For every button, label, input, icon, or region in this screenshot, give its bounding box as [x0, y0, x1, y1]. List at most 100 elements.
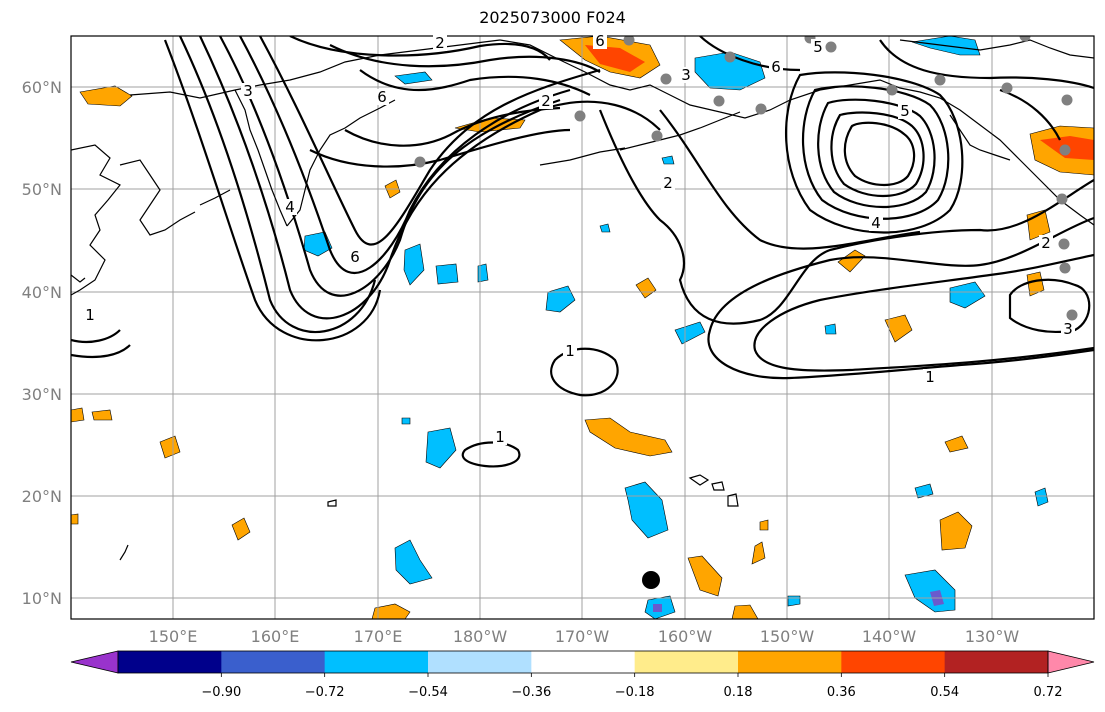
station-marker — [1056, 193, 1068, 205]
colorbar-segment — [531, 651, 636, 673]
colorbar-segment — [428, 651, 532, 673]
contour-label: 3 — [243, 82, 253, 100]
contour-label-bg — [563, 343, 577, 359]
longitude-label: 150°E — [149, 627, 198, 646]
contour-label: 3 — [681, 66, 691, 84]
colorbar-segment — [221, 651, 326, 673]
contour-label-bg — [83, 307, 97, 323]
longitude-label: 130°W — [965, 627, 1020, 646]
longitude-label: 150°W — [760, 627, 815, 646]
colorbar-tick-label: 0.18 — [724, 685, 753, 700]
colorbar-labels: −0.90 −0.72 −0.54 −0.36 −0.18 0.18 0.36 0.54 0.7… — [201, 673, 1063, 700]
station-marker — [651, 130, 663, 142]
colorbar-tick-label: 0.54 — [930, 685, 959, 700]
station-marker — [755, 103, 767, 115]
contour-label-bg — [348, 249, 362, 265]
colorbar-tick-label: 0.72 — [1034, 685, 1063, 700]
colorbar-max-extension — [1047, 650, 1095, 674]
station-marker — [623, 36, 635, 46]
colorbar — [70, 650, 1095, 674]
contour-lines — [71, 36, 1094, 468]
station-marker — [1061, 94, 1073, 106]
contour-label-bg — [661, 175, 675, 191]
map-title: 2025073000 F024 — [479, 8, 626, 27]
latitude-label: 10°N — [22, 589, 62, 608]
coastlines — [71, 39, 1094, 561]
longitude-label: 170°E — [354, 627, 403, 646]
contour-label-bg — [493, 429, 507, 445]
contour-label-bg — [1039, 235, 1053, 251]
contour-label-bg — [769, 59, 783, 75]
contour-label: 2 — [663, 174, 673, 192]
station-marker — [1058, 238, 1070, 250]
latitude-label: 30°N — [22, 385, 62, 404]
colorbar-min-extension — [70, 650, 119, 674]
longitude-label: 160°E — [251, 627, 300, 646]
contour-label: 1 — [565, 342, 575, 360]
colorbar-segment — [944, 651, 1049, 673]
contour-label-bg — [241, 83, 255, 99]
colorbar-tick-label: −0.54 — [408, 685, 448, 700]
longitude-label: 180°W — [453, 627, 508, 646]
contour-label: 1 — [495, 428, 505, 446]
station-marker — [1019, 36, 1031, 42]
contour-label: 5 — [813, 38, 823, 56]
latitude-label: 40°N — [22, 283, 62, 302]
station-marker — [1059, 144, 1071, 156]
contour-label-bg — [283, 199, 297, 215]
latitude-label: 60°N — [22, 78, 62, 97]
latitude-label: 20°N — [22, 487, 62, 506]
contour-label-bg — [923, 369, 937, 385]
contour-label: 3 — [1063, 320, 1073, 338]
station-marker — [574, 110, 586, 122]
contour-label-bg — [811, 39, 825, 55]
station-marker — [660, 73, 672, 85]
contour-label: 2 — [435, 34, 445, 52]
contour-label: 4 — [871, 214, 881, 232]
longitude-label: 160°W — [658, 627, 713, 646]
contour-label: 1 — [925, 368, 935, 386]
contour-label-bg — [679, 67, 693, 83]
contour-label: 6 — [377, 88, 387, 106]
colorbar-tick-label: −0.90 — [201, 685, 241, 700]
contour-label: 6 — [350, 248, 360, 266]
contour-label-bg — [539, 93, 553, 109]
colorbar-segment — [118, 651, 222, 673]
station-marker — [1001, 82, 1013, 94]
station-marker — [1066, 309, 1078, 321]
station-marker — [886, 84, 898, 96]
contour-label-bg — [375, 89, 389, 105]
map-area — [71, 36, 1094, 619]
longitude-label: 140°W — [862, 627, 917, 646]
station-marker — [713, 95, 725, 107]
colorbar-tick-label: −0.36 — [511, 685, 551, 700]
latitude-labels: 60°N 50°N 40°N 30°N 20°N 10°N — [22, 78, 62, 608]
map-frame — [70, 35, 1095, 620]
station-marker — [1059, 262, 1071, 274]
latitude-label: 50°N — [22, 180, 62, 199]
contour-label-bg — [1061, 321, 1075, 337]
colorbar-segment — [634, 651, 739, 673]
contour-labels: 2 6 2 6 3 6 3 5 4 6 2 4 1 1 1 1 3 2 5 — [83, 32, 1075, 446]
colorbar-segment — [738, 651, 842, 673]
colorbar-frame — [117, 650, 1049, 674]
contour-label: 2 — [1041, 234, 1051, 252]
colorbar-segment — [324, 651, 429, 673]
storm-center-marker — [642, 571, 660, 589]
contour-label: 1 — [85, 306, 95, 324]
contour-label-bg — [869, 215, 883, 231]
contour-label: 6 — [771, 58, 781, 76]
colorbar-tick-label: 0.36 — [827, 685, 856, 700]
station-marker — [724, 51, 736, 63]
station-marker — [934, 74, 946, 86]
colorbar-tick-label: −0.72 — [305, 685, 345, 700]
contour-label-bg — [898, 103, 912, 119]
longitude-labels: 150°E 160°E 170°E 180°W 170°W 160°W 150°W 140°W… — [149, 627, 1020, 646]
station-marker — [414, 156, 426, 168]
colorbar-segment — [841, 651, 946, 673]
longitude-label: 170°W — [555, 627, 610, 646]
colorbar-tick-label: −0.18 — [615, 685, 655, 700]
contour-label: 2 — [541, 92, 551, 110]
contour-label: 5 — [900, 102, 910, 120]
